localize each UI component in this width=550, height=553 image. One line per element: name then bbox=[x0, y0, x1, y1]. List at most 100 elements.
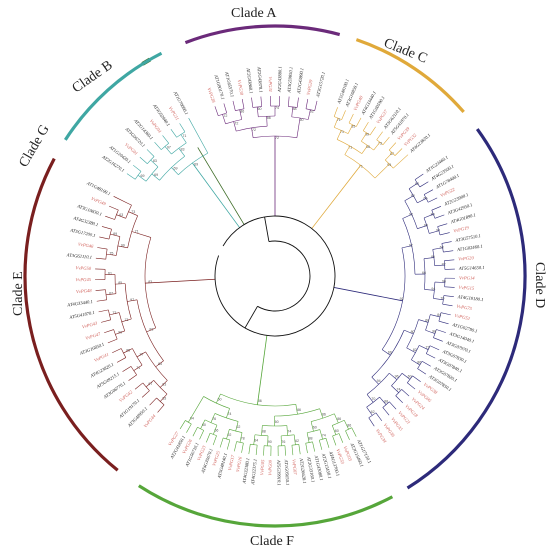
bootstrap-value: 96 bbox=[442, 279, 446, 283]
leaf-label: AT2G43860.1 bbox=[245, 67, 253, 94]
tree-branch bbox=[419, 181, 429, 188]
tree-branch bbox=[428, 197, 438, 203]
bootstrap-value: 70 bbox=[371, 397, 375, 401]
bootstrap-value: 72 bbox=[234, 121, 238, 125]
tree-branch bbox=[389, 372, 398, 380]
leaf-label: AT5G14650.1 bbox=[458, 265, 485, 271]
tree-branch bbox=[432, 247, 443, 250]
tree-branch bbox=[333, 117, 339, 128]
bootstrap-value: 90 bbox=[268, 440, 272, 444]
tree-branch bbox=[150, 159, 159, 168]
tree-arc bbox=[402, 218, 416, 275]
tree-branch bbox=[311, 165, 362, 229]
tree-branch bbox=[347, 124, 353, 134]
bootstrap-value: 87 bbox=[109, 291, 113, 295]
bootstrap-value: 85 bbox=[366, 145, 370, 149]
bootstrap-value: 85 bbox=[351, 124, 355, 128]
tree-arc bbox=[432, 249, 435, 266]
leaf-label: VvPG11 bbox=[168, 105, 180, 121]
tree-branch bbox=[213, 424, 218, 435]
bootstrap-value: 80 bbox=[431, 255, 435, 259]
bootstrap-value: 97 bbox=[167, 146, 171, 150]
bootstrap-value: 72 bbox=[275, 136, 279, 140]
tree-branch bbox=[123, 348, 133, 354]
tree-branch bbox=[99, 236, 110, 240]
tree-branch bbox=[223, 103, 228, 114]
tree-branch bbox=[361, 145, 368, 154]
tree-branch bbox=[286, 425, 288, 436]
leaf-label: AT1G02790.1 bbox=[451, 322, 478, 334]
tree-arc bbox=[431, 210, 436, 219]
tree-arc bbox=[145, 166, 159, 182]
tree-branch bbox=[418, 319, 429, 323]
tree-branch bbox=[95, 289, 106, 291]
leaf-label: AT5G48140.1 bbox=[216, 453, 228, 480]
tree-branch bbox=[171, 167, 179, 175]
tree-branch bbox=[128, 211, 138, 216]
bootstrap-value: 74 bbox=[287, 430, 291, 434]
bootstrap-value: 73 bbox=[378, 142, 382, 146]
bootstrap-value: 94 bbox=[436, 229, 440, 233]
tree-branch bbox=[239, 109, 243, 120]
bootstrap-value: 88 bbox=[262, 429, 266, 433]
bootstrap-value: 98 bbox=[432, 330, 436, 334]
tree-branch bbox=[332, 435, 337, 446]
leaf-label: VvPG52 bbox=[454, 313, 471, 321]
tree-arc bbox=[425, 345, 431, 354]
tree-arc bbox=[391, 373, 403, 386]
tree-branch bbox=[395, 395, 403, 404]
tree-branch bbox=[253, 434, 256, 445]
tree-branch bbox=[133, 364, 143, 371]
tree-root-arc bbox=[214, 215, 336, 337]
clade-label-a: Clade A bbox=[231, 6, 277, 21]
leaf-label: AT3G15720.1 bbox=[315, 71, 326, 98]
leaf-label: AT2G43880.1 bbox=[277, 66, 283, 93]
tree-branch bbox=[126, 173, 136, 180]
leaf-label: AT4G01890.1 bbox=[449, 212, 476, 225]
tree-branch bbox=[116, 357, 126, 363]
leaf-label: VvPG26 bbox=[181, 438, 193, 455]
tree-branch bbox=[388, 142, 397, 151]
leaf-label: AT4G32380.1 bbox=[241, 458, 250, 485]
tree-branch bbox=[366, 406, 373, 416]
leaf-label: AT1G02460.1 bbox=[456, 244, 483, 253]
tree-branch bbox=[261, 425, 263, 436]
tree-branch bbox=[199, 430, 204, 440]
tree-branch bbox=[341, 110, 346, 120]
tree-arc bbox=[147, 156, 155, 164]
leaf-label: VvPG15 bbox=[458, 285, 475, 291]
tree-arc bbox=[444, 260, 446, 270]
tree-branch bbox=[101, 319, 111, 323]
bootstrap-value: 72 bbox=[223, 114, 227, 118]
bootstrap-value: 88 bbox=[384, 399, 388, 403]
tree-branch bbox=[131, 231, 151, 238]
tree-arc bbox=[368, 412, 377, 419]
leaf-label: VvPG28 bbox=[206, 87, 216, 104]
tree-branch bbox=[139, 156, 148, 164]
clade-label-d: Clade D bbox=[532, 262, 547, 308]
leaf-label: VvPG41 bbox=[93, 352, 109, 363]
tree-branch bbox=[325, 438, 330, 448]
bootstrap-value: 83 bbox=[153, 159, 157, 163]
tree-branch bbox=[101, 226, 112, 230]
bootstrap-value: 97 bbox=[130, 298, 134, 302]
tree-arc bbox=[178, 152, 208, 175]
tree-branch bbox=[382, 136, 390, 145]
tree-arc bbox=[334, 127, 349, 134]
bootstrap-value: 66 bbox=[424, 224, 428, 228]
tree-branch bbox=[334, 413, 339, 424]
tree-branch bbox=[179, 123, 186, 132]
bootstrap-value: 94 bbox=[190, 417, 194, 421]
tree-branch bbox=[284, 445, 286, 456]
leaf-label: VvPG20 bbox=[458, 255, 475, 261]
leaf-label: VvPG43 bbox=[81, 320, 98, 329]
tree-branch bbox=[374, 163, 390, 179]
tree-branch bbox=[443, 295, 454, 297]
bootstrap-value: 61 bbox=[108, 271, 112, 275]
bootstrap-value: 88 bbox=[292, 107, 296, 111]
clade-arc-b bbox=[63, 51, 163, 141]
leaf-label: VvPG09 bbox=[267, 459, 272, 475]
bootstrap-value: 69 bbox=[174, 167, 178, 171]
clade-arcs bbox=[23, 24, 527, 528]
bootstrap-value: 69 bbox=[154, 173, 158, 177]
